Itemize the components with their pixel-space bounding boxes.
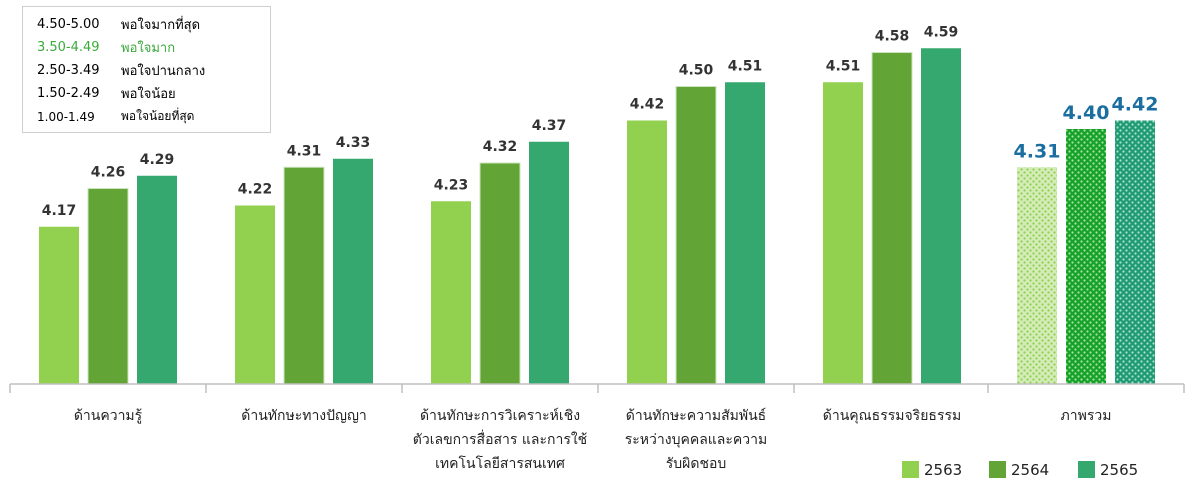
scale-row: 2.50-3.49 พอใจปานกลาง	[37, 59, 270, 82]
scale-description: พอใจน้อยที่สุด	[121, 109, 195, 123]
bar-2564	[1066, 129, 1106, 384]
legend-label-2564: 2564	[1011, 461, 1049, 479]
category-label: เทคโนโลยีสารสนเทศ	[435, 455, 565, 472]
data-label: 4.22	[238, 182, 273, 198]
scale-range: 1.00-1.49	[37, 109, 95, 124]
scale-description: พอใจมากที่สุด	[121, 18, 201, 33]
bar-2565	[725, 82, 765, 384]
scale-description: พอใจน้อย	[121, 87, 176, 102]
data-label: 4.32	[483, 139, 518, 155]
data-label: 4.50	[679, 63, 714, 79]
bar-2563	[627, 120, 667, 384]
data-label: 4.51	[826, 58, 861, 74]
data-label: 4.37	[532, 118, 567, 134]
bar-2564	[871, 52, 913, 385]
legend-swatch-2563	[902, 461, 919, 478]
data-label: 4.29	[140, 152, 175, 168]
scale-range: 2.50-3.49	[37, 63, 100, 78]
data-label: 4.40	[1063, 102, 1110, 124]
bar-2565	[1115, 120, 1155, 384]
data-label: 4.17	[42, 203, 77, 219]
bar-2564	[479, 162, 521, 385]
bar-2564	[675, 86, 717, 385]
bar-2564	[283, 166, 325, 385]
scale-description: พอใจปานกลาง	[121, 64, 206, 79]
bar-2563	[823, 82, 863, 384]
legend-swatch-2565	[1078, 461, 1095, 478]
bar-2565	[333, 158, 373, 384]
data-label: 4.31	[287, 143, 322, 159]
legend-label-2563: 2563	[924, 461, 962, 479]
legend-swatch-2564	[989, 461, 1006, 478]
scale-range: 3.50-4.49	[37, 40, 100, 55]
scale-description: พอใจมาก	[121, 41, 176, 56]
data-label: 4.23	[434, 177, 469, 193]
bar-2565	[921, 48, 961, 384]
data-label: 4.51	[728, 58, 763, 74]
scale-range: 4.50-5.00	[37, 17, 100, 32]
scale-row: 4.50-5.00 พอใจมากที่สุด	[37, 13, 270, 36]
bar-2563	[1017, 167, 1057, 384]
bar-2564	[87, 188, 129, 385]
data-label: 4.59	[924, 24, 959, 40]
legend-label-2565: 2565	[1100, 461, 1138, 479]
bar-2565	[137, 175, 177, 384]
scale-row: 3.50-4.49 พอใจมาก	[37, 36, 270, 59]
category-label: ด้านคุณธรรมจริยธรรม	[823, 408, 961, 424]
category-label: รับผิดชอบ	[666, 456, 727, 472]
data-label: 4.31	[1014, 140, 1061, 162]
category-label: ด้านความรู้	[74, 408, 143, 424]
data-label: 4.42	[630, 97, 665, 113]
scale-row: 1.50-2.49 พอใจน้อย	[37, 82, 270, 105]
category-label: ภาพรวม	[1061, 408, 1112, 424]
rating-scale-legend: 4.50-5.00 พอใจมากที่สุด 3.50-4.49 พอใจมา…	[22, 6, 271, 133]
data-label: 4.42	[1112, 94, 1159, 116]
category-label: ด้านทักษะการวิเคราะห์เชิง	[420, 407, 580, 424]
category-label: ด้านทักษะความสัมพันธ์	[626, 407, 766, 424]
bar-2563	[431, 201, 471, 384]
scale-row: 1.00-1.49 พอใจน้อยที่สุด	[37, 105, 270, 128]
data-label: 4.58	[875, 29, 910, 45]
category-label: ระหว่างบุคคลและความ	[625, 432, 767, 448]
bar-2563	[235, 205, 275, 384]
category-label: ด้านทักษะทางปัญญา	[241, 408, 367, 424]
data-label: 4.33	[336, 135, 371, 151]
bar-2563	[39, 226, 79, 384]
scale-range: 1.50-2.49	[37, 86, 100, 101]
data-label: 4.26	[91, 165, 126, 181]
bar-2565	[529, 141, 569, 384]
category-label: ตัวเลขการสื่อสาร และการใช้	[413, 430, 587, 448]
